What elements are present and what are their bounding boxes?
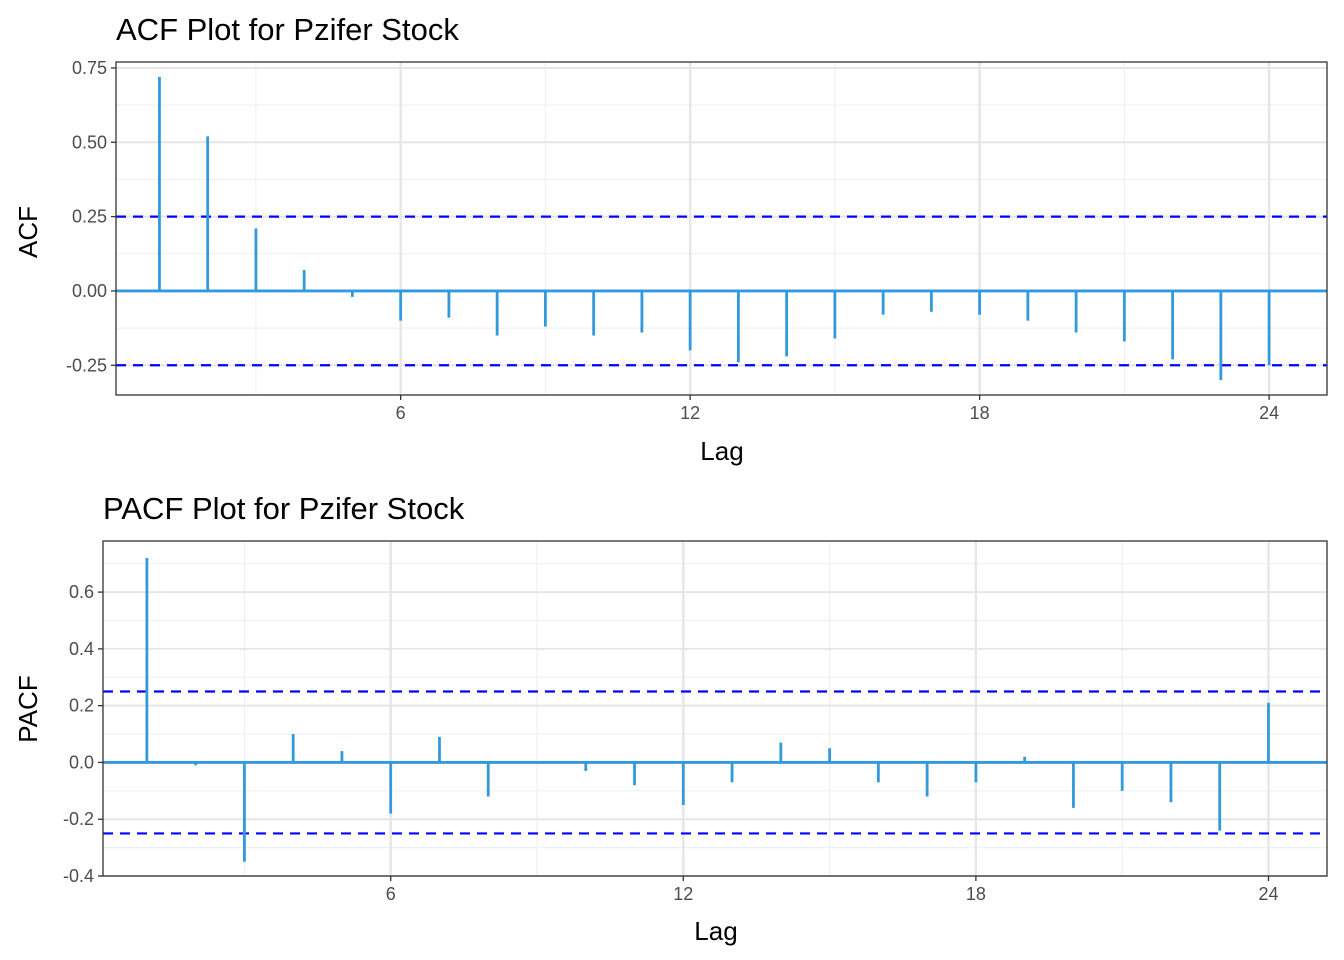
acf-x-tick-label: 6 <box>396 403 406 423</box>
pacf-y-tick-label: 0.6 <box>69 582 94 602</box>
pacf-x-axis-title: Lag <box>694 916 737 946</box>
pacf-title: PACF Plot for Pzifer Stock <box>103 491 465 526</box>
pacf-x-tick-label: 18 <box>966 884 986 904</box>
acf-x-tick-label: 18 <box>970 403 990 423</box>
acf-x-tick-label: 24 <box>1259 403 1279 423</box>
acf-y-tick-label: 0.50 <box>72 132 107 152</box>
pacf-x-tick-label: 12 <box>673 884 693 904</box>
acf-title: ACF Plot for Pzifer Stock <box>116 12 459 47</box>
pacf-y-tick-label: 0.2 <box>69 696 94 716</box>
pacf-x-tick-label: 6 <box>386 884 396 904</box>
acf-y-tick-label: -0.25 <box>66 355 107 375</box>
acf-bars <box>158 76 1271 381</box>
pacf-bars <box>145 558 1270 862</box>
pacf-panel-border <box>102 540 1328 877</box>
acf-panel: ACF Plot for Pzifer Stock -0.25 0.00 0.25 0… <box>13 12 1328 466</box>
pacf-panel: PACF Plot for Pzifer Stock -0.4 -0.2 0.0 0.… <box>13 491 1328 946</box>
pacf-x-tick-label: 24 <box>1258 884 1278 904</box>
acf-x-ticks: 6 12 18 24 <box>396 395 1279 423</box>
pacf-confidence-bounds <box>103 690 1327 835</box>
acf-confidence-bounds <box>116 215 1327 367</box>
acf-y-axis-title: ACF <box>13 206 43 258</box>
pacf-y-tick-label: -0.4 <box>63 866 94 886</box>
acf-x-tick-label: 12 <box>680 403 700 423</box>
acf-y-tick-label: 0.00 <box>72 281 107 301</box>
pacf-y-tick-label: -0.2 <box>63 809 94 829</box>
acf-y-tick-label: 0.75 <box>72 58 107 78</box>
acf-y-ticks: -0.25 0.00 0.25 0.50 0.75 <box>66 58 116 375</box>
pacf-y-tick-label: 0.0 <box>69 752 94 772</box>
pacf-y-ticks: -0.4 -0.2 0.0 0.2 0.4 0.6 <box>63 582 103 886</box>
pacf-y-axis-title: PACF <box>13 675 43 742</box>
acf-panel-border <box>115 61 1328 396</box>
acf-y-tick-label: 0.25 <box>72 207 107 227</box>
acf-x-axis-title: Lag <box>700 436 743 466</box>
pacf-x-ticks: 6 12 18 24 <box>386 876 1278 904</box>
pacf-y-tick-label: 0.4 <box>69 639 94 659</box>
